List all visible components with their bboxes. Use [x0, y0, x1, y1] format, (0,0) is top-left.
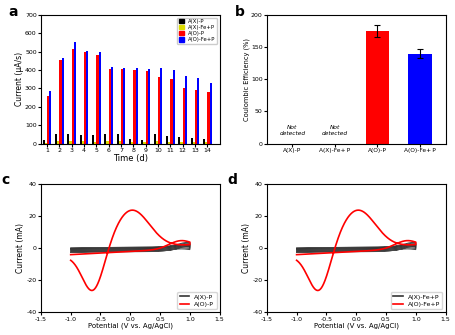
Bar	[166, 136, 168, 144]
Bar	[135, 68, 137, 144]
Bar	[108, 69, 111, 144]
Bar	[57, 141, 59, 144]
X-axis label: Potential (V vs. Ag/AgCl): Potential (V vs. Ag/AgCl)	[313, 323, 398, 329]
Bar	[61, 58, 64, 144]
Text: a: a	[9, 5, 18, 19]
Bar	[45, 143, 47, 144]
Bar	[121, 69, 123, 144]
A(O)-Fe+P	[293, 253, 298, 257]
A(O)-P	[68, 253, 73, 257]
A(O)-Fe+P	[314, 288, 320, 292]
Bar	[178, 137, 180, 144]
A(O)-Fe+P	[374, 225, 379, 229]
Bar	[80, 135, 81, 144]
A(O)-P	[89, 288, 94, 292]
Bar	[153, 134, 156, 144]
A(O)-Fe+P	[406, 239, 411, 243]
Bar	[170, 79, 172, 144]
Bar	[42, 140, 45, 144]
Bar	[92, 135, 94, 144]
Bar	[84, 52, 86, 144]
Bar	[74, 42, 76, 144]
A(O)-P	[68, 258, 73, 262]
Bar	[55, 134, 57, 144]
X-axis label: Time (d): Time (d)	[112, 154, 147, 163]
Bar	[141, 140, 143, 144]
Bar	[67, 134, 69, 144]
Text: b: b	[234, 5, 244, 19]
A(O)-Fe+P	[334, 240, 339, 244]
Bar	[143, 142, 145, 144]
Bar	[197, 78, 199, 144]
Bar	[98, 52, 101, 144]
Bar	[172, 70, 174, 144]
Bar	[147, 69, 150, 144]
Bar	[59, 60, 61, 144]
Line: A(O)-Fe+P: A(O)-Fe+P	[296, 210, 415, 290]
Bar	[180, 142, 182, 144]
Bar	[205, 142, 207, 144]
Bar	[156, 141, 158, 144]
Bar	[47, 96, 49, 144]
Bar	[158, 76, 160, 144]
Bar	[209, 83, 211, 144]
Bar	[365, 31, 388, 144]
Bar	[106, 141, 108, 144]
Bar	[168, 142, 170, 144]
A(O)-P	[175, 239, 181, 243]
Bar	[86, 51, 88, 144]
Bar	[195, 90, 197, 144]
Bar	[131, 142, 133, 144]
A(O)-P	[172, 242, 177, 246]
Bar	[407, 54, 431, 144]
A(O)-Fe+P	[397, 242, 402, 246]
Bar	[145, 71, 147, 144]
Y-axis label: Current (μA/s): Current (μA/s)	[15, 52, 24, 106]
Bar	[116, 134, 119, 144]
Y-axis label: Current (mA): Current (mA)	[16, 223, 25, 273]
X-axis label: Potential (V vs. Ag/AgCl): Potential (V vs. Ag/AgCl)	[87, 323, 172, 329]
A(O)-Fe+P	[355, 208, 360, 212]
A(O)-Fe+P	[401, 239, 406, 243]
Text: c: c	[1, 174, 10, 187]
Bar	[94, 142, 96, 144]
Bar	[192, 142, 195, 144]
A(O)-Fe+P	[325, 268, 330, 272]
Bar	[71, 49, 74, 144]
Text: d: d	[227, 174, 237, 187]
Bar	[123, 68, 125, 144]
A(O)-P	[108, 240, 114, 244]
Bar	[184, 76, 187, 144]
Bar	[69, 141, 71, 144]
Bar	[202, 139, 205, 144]
Legend: A(X)-Fe+P, A(O)-Fe+P: A(X)-Fe+P, A(O)-Fe+P	[390, 292, 441, 309]
A(O)-P	[100, 268, 105, 272]
Text: Not
detected: Not detected	[278, 125, 305, 136]
Bar	[119, 141, 121, 144]
Y-axis label: Current (mA): Current (mA)	[242, 223, 251, 273]
Bar	[133, 70, 135, 144]
A(O)-P	[180, 239, 186, 243]
Bar	[111, 67, 113, 144]
Legend: A(X)-P, A(X)-Fe+P, A(O)-P, A(O)-Fe+P: A(X)-P, A(X)-Fe+P, A(O)-P, A(O)-Fe+P	[177, 17, 217, 44]
Bar	[190, 138, 192, 144]
Bar	[207, 92, 209, 144]
Legend: A(X)-P, A(O)-P: A(X)-P, A(O)-P	[177, 292, 216, 309]
Text: Not
detected: Not detected	[321, 125, 347, 136]
Bar	[182, 87, 184, 144]
Line: A(O)-P: A(O)-P	[71, 210, 189, 290]
Bar	[96, 55, 98, 144]
A(O)-P	[148, 225, 154, 229]
A(O)-Fe+P	[293, 258, 298, 262]
Bar	[104, 134, 106, 144]
Bar	[49, 91, 51, 144]
Bar	[160, 68, 162, 144]
Bar	[81, 141, 84, 144]
A(O)-P	[129, 208, 135, 212]
Bar	[129, 139, 131, 144]
Y-axis label: Coulombic Efficiency (%): Coulombic Efficiency (%)	[243, 38, 249, 121]
